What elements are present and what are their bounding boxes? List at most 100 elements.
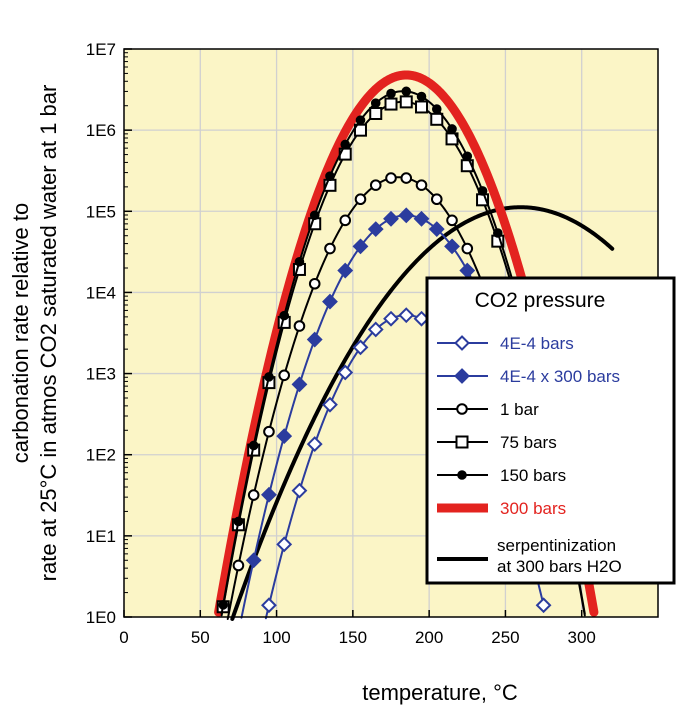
- y-tick-label: 1E6: [86, 121, 116, 140]
- legend-label: serpentinization: [497, 536, 616, 555]
- data-point: [400, 172, 413, 184]
- data-point: [322, 293, 338, 310]
- x-tick-label: 50: [191, 628, 210, 647]
- data-point: [416, 91, 427, 102]
- data-point: [447, 124, 457, 134]
- y-tick-label: 1E3: [86, 365, 116, 384]
- data-point: [385, 172, 397, 184]
- x-tick-label: 0: [119, 628, 128, 647]
- data-point: [247, 489, 260, 501]
- legend-label: 150 bars: [500, 466, 566, 485]
- data-point: [294, 256, 305, 267]
- data-point: [276, 428, 293, 445]
- data-point: [355, 115, 366, 125]
- y-axis-title-line-1: carbonation rate relative to: [8, 203, 33, 464]
- data-point: [462, 151, 473, 162]
- data-point: [454, 368, 470, 384]
- data-point: [276, 536, 293, 553]
- data-point: [306, 331, 323, 348]
- data-point: [325, 171, 335, 181]
- series-line: [230, 205, 615, 621]
- legend-label: 1 bar: [500, 400, 539, 419]
- data-point: [401, 86, 412, 97]
- data-point: [413, 210, 430, 227]
- data-point: [369, 179, 382, 191]
- x-tick-label: 150: [339, 628, 367, 647]
- data-point: [337, 262, 354, 279]
- data-point: [446, 214, 458, 227]
- legend: CO2 pressure 4E-4 bars 4E-4 x 300 bars 1 b…: [425, 276, 676, 585]
- data-point: [339, 214, 352, 227]
- data-point: [493, 228, 503, 238]
- y-tick-label: 1E5: [86, 202, 116, 221]
- data-point: [370, 98, 381, 108]
- data-point: [430, 112, 444, 126]
- legend-title: CO2 pressure: [475, 289, 606, 312]
- data-point: [264, 372, 274, 382]
- data-point: [354, 193, 367, 206]
- data-point: [279, 310, 290, 321]
- data-point: [291, 376, 308, 393]
- data-point: [383, 210, 399, 227]
- legend-items: 4E-4 bars 4E-4 x 300 bars 1 bar 75 bars 150 …: [437, 334, 622, 576]
- data-point: [444, 238, 460, 255]
- legend-item: 75 bars: [437, 433, 557, 452]
- data-point: [369, 106, 383, 120]
- data-point: [340, 139, 351, 150]
- legend-box: [425, 276, 676, 585]
- data-point: [306, 436, 323, 452]
- y-axis-title-line-2: rate at 25°C in atmos CO2 saturated wate…: [36, 85, 61, 582]
- legend-label: 4E-4 x 300 bars: [500, 367, 620, 386]
- data-point: [245, 552, 262, 569]
- data-point: [398, 307, 415, 324]
- legend-item: 300 bars: [437, 499, 566, 518]
- data-point: [399, 95, 413, 109]
- y-tick-label: 1E7: [86, 40, 116, 59]
- data-point: [263, 425, 275, 438]
- data-point: [278, 369, 291, 382]
- data-point: [415, 179, 428, 191]
- x-tick-label: 100: [262, 628, 290, 647]
- legend-item: 4E-4 bars: [437, 334, 574, 353]
- data-point: [384, 97, 398, 111]
- data-point: [352, 339, 369, 356]
- legend-label: 75 bars: [500, 433, 557, 452]
- x-axis-ticks: 0 50 100 150 200 250 300: [119, 610, 596, 647]
- legend-item: 4E-4 x 300 bars: [437, 367, 620, 386]
- y-axis-ticks: 1E0 1E1 1E2 1E3 1E4 1E5 1E6 1E7: [86, 40, 132, 627]
- data-point: [218, 600, 228, 610]
- data-point: [535, 597, 552, 614]
- data-point: [454, 335, 470, 351]
- data-point: [261, 486, 277, 503]
- data-point: [367, 221, 384, 238]
- x-axis-title: temperature, °C: [362, 680, 518, 705]
- data-point: [232, 559, 245, 572]
- y-tick-label: 1E0: [86, 608, 116, 627]
- data-point: [233, 516, 244, 527]
- data-point: [398, 207, 415, 224]
- data-point: [291, 482, 308, 499]
- data-point: [415, 100, 429, 114]
- legend-item: serpentinization at 300 bars H2O: [437, 536, 622, 576]
- data-point: [431, 104, 442, 114]
- data-point: [261, 597, 277, 614]
- data-point: [367, 321, 384, 338]
- x-tick-label: 250: [491, 628, 519, 647]
- data-point: [293, 320, 306, 332]
- legend-item: 1 bar: [437, 400, 539, 419]
- legend-label: 4E-4 bars: [500, 334, 574, 353]
- x-tick-label: 300: [568, 628, 596, 647]
- data-point: [457, 470, 467, 480]
- y-tick-label: 1E4: [86, 283, 116, 302]
- data-point: [324, 242, 336, 255]
- data-point: [456, 403, 468, 415]
- data-point: [386, 88, 396, 99]
- data-point: [308, 277, 321, 290]
- data-point: [383, 310, 399, 327]
- legend-item: 150 bars: [437, 466, 566, 485]
- data-point: [461, 242, 474, 255]
- x-tick-label: 200: [415, 628, 443, 647]
- legend-label: 300 bars: [500, 499, 566, 518]
- data-point: [430, 193, 443, 206]
